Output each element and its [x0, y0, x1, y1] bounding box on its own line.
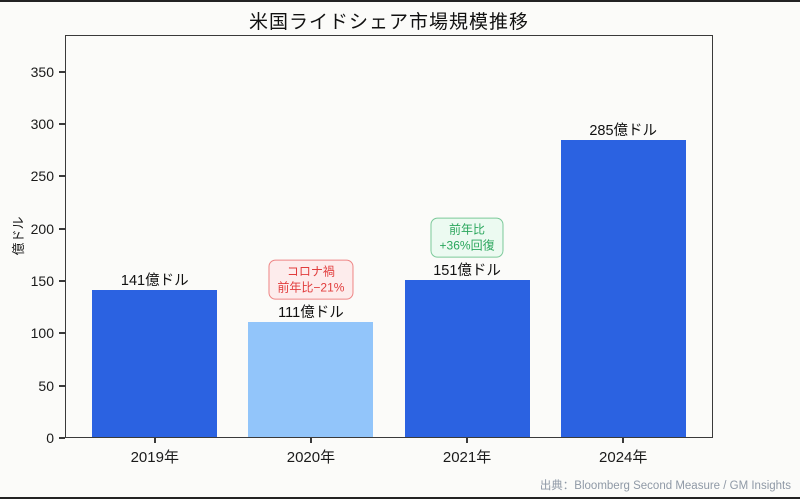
bottom-border-line	[0, 497, 800, 499]
y-tick-label: 100	[30, 325, 54, 342]
x-tick-label: 2019年	[130, 449, 179, 466]
x-tick-mark	[153, 438, 156, 443]
y-tick-label: 200	[30, 220, 54, 237]
y-tick-mark	[59, 70, 65, 73]
y-tick-label: 300	[30, 115, 54, 132]
annotation-line: 前年比−21%	[277, 280, 345, 295]
x-tick-label: 2021年	[442, 449, 492, 466]
y-tick-label: 50	[38, 377, 54, 394]
top-border-line	[0, 0, 800, 2]
y-tick-label: 0	[46, 430, 54, 446]
x-tick-mark	[309, 438, 312, 443]
bar-value-label: 111億ドル	[278, 304, 344, 321]
y-tick-mark	[59, 384, 65, 387]
bar-value-label: 285億ドル	[589, 122, 658, 139]
source-credit: 出典：Bloomberg Second Measure / GM Insight…	[539, 480, 791, 492]
bar-value-label: 151億ドル	[433, 262, 501, 279]
annotation-box: 前年比 +36%回復	[430, 217, 504, 258]
x-tick-mark	[622, 438, 625, 443]
bar-value-label: 141億ドル	[120, 273, 189, 290]
y-tick-mark	[59, 279, 65, 282]
annotation-line: コロナ禍	[286, 264, 335, 279]
x-tick-label: 2024年	[599, 449, 648, 466]
y-tick-mark	[59, 227, 65, 230]
y-tick-label: 350	[30, 63, 54, 80]
bar	[92, 290, 218, 438]
y-tick-label: 150	[30, 272, 54, 289]
y-tick-mark	[59, 175, 65, 178]
x-tick-label: 2020年	[286, 449, 336, 466]
bar	[560, 139, 686, 438]
bar	[248, 321, 374, 438]
y-tick-mark	[59, 437, 65, 439]
x-tick-mark	[466, 438, 469, 443]
annotation-line: +36%回復	[439, 238, 495, 253]
y-axis-label: 億ドル	[11, 216, 26, 256]
y-tick-label: 250	[30, 168, 54, 185]
bar	[404, 279, 530, 438]
annotation-line: 前年比	[449, 222, 486, 237]
y-tick-mark	[59, 122, 65, 125]
annotation-box: コロナ禍 前年比−21%	[268, 259, 354, 300]
y-tick-mark	[59, 332, 65, 335]
chart-title: 米国ライドシェア市場規模推移	[248, 12, 529, 33]
